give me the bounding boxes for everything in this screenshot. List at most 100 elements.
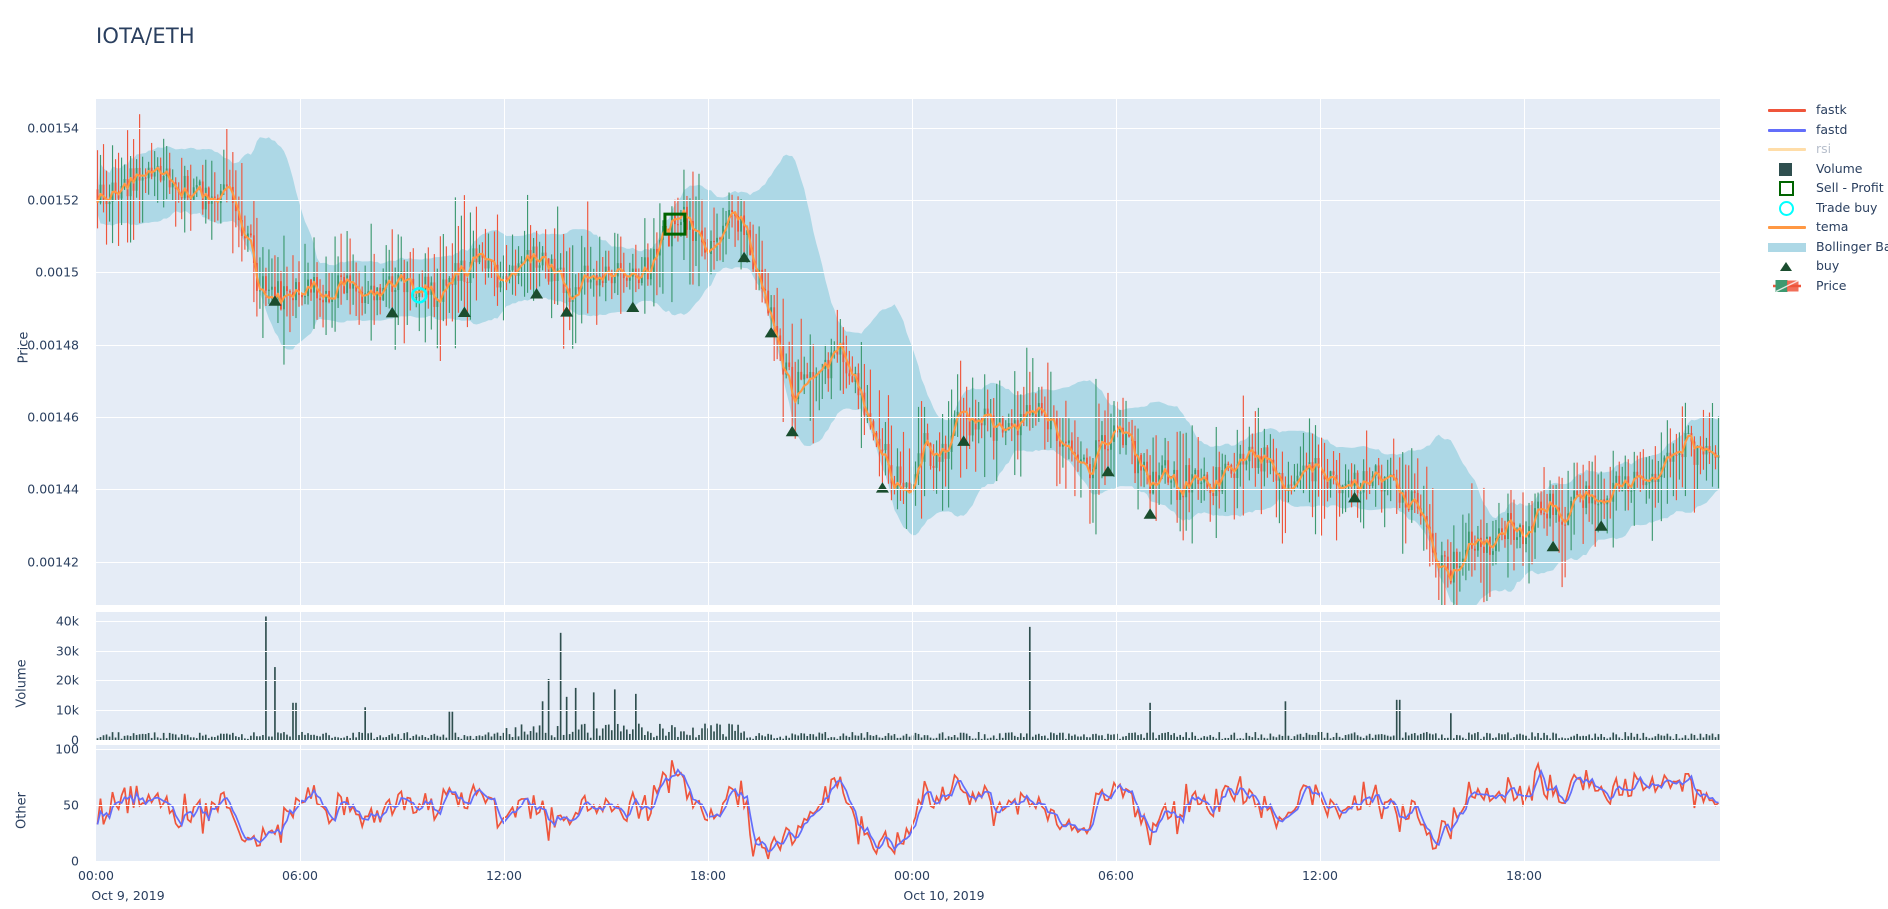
sell-profit-marker[interactable] bbox=[663, 212, 687, 236]
volume-bar bbox=[460, 738, 463, 740]
volume-bar bbox=[845, 735, 848, 740]
volume-bar bbox=[280, 733, 282, 740]
volume-bar bbox=[920, 737, 923, 740]
volume-bar bbox=[1302, 736, 1305, 740]
filled-square-icon bbox=[1766, 159, 1808, 178]
volume-bar bbox=[310, 734, 312, 740]
volume-bar bbox=[1101, 735, 1103, 740]
volume-bar bbox=[550, 735, 553, 740]
buy-marker[interactable] bbox=[737, 251, 751, 263]
volume-bar bbox=[331, 737, 333, 740]
buy-marker[interactable] bbox=[1143, 508, 1157, 519]
legend-item-rsi[interactable]: rsi bbox=[1766, 139, 1888, 159]
legend-item-fastd[interactable]: fastd bbox=[1766, 120, 1888, 140]
volume-bar bbox=[1239, 738, 1242, 740]
volume-bar bbox=[755, 735, 757, 740]
other-chart-panel[interactable] bbox=[96, 745, 1720, 861]
buy-marker[interactable] bbox=[560, 306, 574, 317]
volume-bar bbox=[499, 735, 502, 740]
buy-marker[interactable] bbox=[785, 425, 799, 437]
volume-bar bbox=[586, 732, 589, 740]
volume-bar bbox=[192, 737, 195, 740]
volume-bar bbox=[1416, 735, 1419, 740]
volume-bar bbox=[740, 732, 742, 740]
legend-item-price[interactable]: Price bbox=[1766, 276, 1888, 296]
volume-bar bbox=[728, 723, 730, 740]
trade-buy-marker[interactable] bbox=[410, 286, 428, 304]
price-chart-panel[interactable] bbox=[96, 99, 1720, 605]
volume-bar bbox=[490, 736, 493, 740]
gridline-vertical bbox=[1320, 745, 1321, 861]
volume-bar bbox=[1278, 734, 1281, 740]
volume-bar bbox=[289, 736, 291, 740]
buy-marker[interactable] bbox=[875, 482, 889, 493]
buy-marker[interactable] bbox=[1348, 491, 1362, 503]
buy-marker[interactable] bbox=[626, 301, 640, 312]
legend-item-bollinger-band[interactable]: Bollinger Band bbox=[1766, 237, 1888, 257]
volume-bar bbox=[1149, 702, 1151, 740]
volume-bar bbox=[517, 736, 520, 740]
volume-bar bbox=[1440, 734, 1443, 740]
volume-bar bbox=[1083, 734, 1085, 740]
volume-bar bbox=[277, 732, 279, 740]
gridline-horizontal bbox=[96, 805, 1720, 807]
volume-y-tick: 20k bbox=[55, 672, 79, 688]
buy-marker[interactable] bbox=[268, 295, 282, 306]
volume-bar bbox=[574, 687, 577, 740]
volume-bar bbox=[610, 730, 613, 740]
volume-bar bbox=[1699, 733, 1702, 740]
legend-item-volume[interactable]: Volume bbox=[1766, 159, 1888, 179]
volume-bar bbox=[1152, 732, 1154, 740]
buy-markers[interactable] bbox=[268, 251, 1608, 552]
x-tick: 18:00 bbox=[1505, 868, 1543, 883]
gridline-vertical bbox=[1116, 745, 1117, 861]
volume-bar bbox=[328, 735, 330, 740]
volume-bar bbox=[935, 737, 938, 740]
volume-bar bbox=[150, 737, 153, 740]
chart-legend[interactable]: fastk fastd rsi Volume Sell - Profit Trade bu… bbox=[1766, 100, 1888, 295]
volume-bar bbox=[1597, 736, 1600, 740]
volume-bar bbox=[625, 729, 628, 740]
legend-item-trade-buy[interactable]: Trade buy bbox=[1766, 198, 1888, 218]
volume-bar bbox=[695, 737, 697, 740]
buy-marker[interactable] bbox=[764, 326, 778, 338]
buy-marker[interactable] bbox=[1546, 540, 1560, 552]
legend-item-tema[interactable]: tema bbox=[1766, 217, 1888, 237]
volume-bar bbox=[1543, 732, 1545, 740]
volume-bar bbox=[1019, 733, 1022, 740]
volume-bar bbox=[1359, 736, 1362, 740]
buy-marker[interactable] bbox=[957, 435, 971, 446]
legend-item-sell-profit[interactable]: Sell - Profit bbox=[1766, 178, 1888, 198]
volume-bar bbox=[1398, 699, 1401, 740]
volume-bar bbox=[662, 728, 664, 740]
buy-marker[interactable] bbox=[1594, 520, 1608, 531]
volume-bar bbox=[183, 735, 186, 740]
volume-bar bbox=[547, 678, 550, 740]
gridline-vertical bbox=[708, 99, 709, 605]
volume-bar bbox=[1618, 737, 1621, 740]
gridline-vertical bbox=[300, 99, 301, 605]
volume-bar bbox=[1284, 701, 1287, 740]
gridline-vertical bbox=[1116, 99, 1117, 605]
volume-bar bbox=[731, 724, 733, 740]
buy-marker[interactable] bbox=[385, 306, 399, 318]
volume-bar bbox=[1540, 737, 1542, 740]
volume-bar bbox=[186, 734, 189, 740]
legend-item-buy[interactable]: buy bbox=[1766, 256, 1888, 276]
buy-marker[interactable] bbox=[457, 306, 471, 318]
volume-bar bbox=[580, 724, 583, 740]
buy-marker[interactable] bbox=[530, 288, 544, 299]
volume-bar bbox=[875, 734, 878, 740]
volume-bar bbox=[1022, 736, 1025, 740]
volume-bar bbox=[198, 732, 201, 740]
bollinger-band bbox=[97, 137, 1719, 605]
buy-marker[interactable] bbox=[1101, 465, 1115, 477]
volume-bar bbox=[502, 732, 505, 740]
volume-bar bbox=[1116, 733, 1118, 740]
volume-bar bbox=[1462, 737, 1464, 740]
volume-bar bbox=[794, 734, 797, 740]
volume-bar bbox=[222, 733, 225, 740]
volume-bar bbox=[1197, 738, 1200, 740]
volume-chart-panel[interactable] bbox=[96, 612, 1720, 740]
legend-item-fastk[interactable]: fastk bbox=[1766, 100, 1888, 120]
